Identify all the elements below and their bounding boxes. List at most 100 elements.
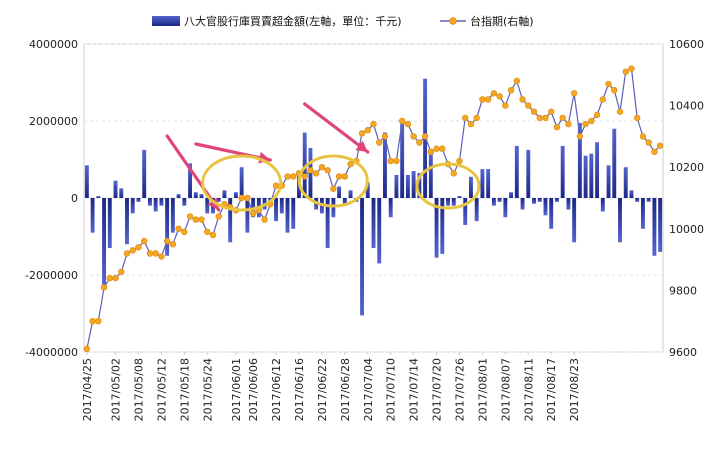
bar — [365, 182, 370, 198]
bar — [394, 174, 399, 198]
index-point — [83, 345, 91, 353]
index-point — [593, 111, 601, 119]
bar — [136, 198, 141, 202]
right-tick-label: 9800 — [669, 284, 697, 297]
bar — [411, 171, 416, 198]
bar — [274, 198, 278, 222]
index-point — [513, 77, 521, 85]
left-tick-label: 2000000 — [29, 115, 78, 128]
bar — [222, 190, 227, 198]
x-tick-label: 2017/07/10 — [385, 358, 398, 421]
left-tick-label: 0 — [71, 192, 78, 205]
bar — [233, 192, 238, 198]
bar — [84, 165, 89, 198]
index-point — [456, 157, 463, 165]
legend-line-label: 台指期(右軸) — [470, 14, 534, 28]
index-point — [215, 213, 222, 220]
index-point — [330, 185, 337, 192]
right-tick-label: 10600 — [669, 38, 704, 51]
legend-bar-label: 八大官股行庫買賣超金額(左軸，單位：千元) — [184, 14, 402, 28]
annotations — [165, 102, 481, 212]
bar — [371, 198, 376, 249]
index-point — [169, 241, 177, 248]
index-point — [175, 225, 182, 233]
index-point — [490, 90, 498, 97]
index-point — [106, 274, 113, 282]
index-point — [410, 133, 417, 140]
bar — [503, 198, 508, 218]
bar — [463, 198, 468, 225]
bar — [509, 192, 514, 198]
bar — [147, 198, 152, 206]
bar — [113, 180, 118, 198]
index-point — [450, 170, 457, 177]
x-tick-label: 2017/05/24 — [201, 358, 214, 421]
bar — [417, 172, 422, 198]
index-point — [439, 145, 446, 152]
bar — [383, 132, 387, 198]
bar — [302, 132, 307, 198]
bar — [446, 198, 450, 206]
index-point — [570, 90, 578, 97]
index-point — [209, 231, 217, 239]
bar — [199, 194, 204, 198]
bar — [497, 198, 502, 202]
highlight-ellipse — [201, 154, 283, 212]
index-point — [393, 157, 400, 165]
bar — [182, 198, 187, 206]
index-point — [89, 318, 96, 325]
index-point — [324, 167, 331, 174]
index-point — [347, 160, 354, 168]
bar — [549, 198, 554, 229]
index-point — [261, 216, 268, 223]
bar — [658, 198, 663, 252]
left-axis: 4000000 2000000 0 -2000000 -4000000 — [25, 38, 78, 359]
bar — [228, 198, 233, 243]
bar — [537, 198, 542, 202]
bar — [600, 198, 605, 212]
bar — [629, 190, 634, 198]
index-point — [542, 114, 549, 122]
bar — [348, 190, 353, 198]
index-point — [651, 148, 658, 156]
index-point — [484, 96, 492, 103]
bar — [388, 198, 393, 218]
index-point — [559, 114, 566, 122]
bar — [618, 198, 622, 243]
bar — [279, 198, 284, 214]
x-tick-label: 2017/07/26 — [453, 358, 466, 421]
index-point — [421, 133, 429, 140]
left-tick-label: -4000000 — [25, 346, 78, 359]
index-point — [358, 130, 366, 137]
bar — [566, 198, 571, 210]
legend: 八大官股行庫買賣超金額(左軸，單位：千元) 台指期(右軸) — [152, 14, 534, 28]
index-point — [605, 80, 612, 88]
x-tick-label: 2017/07/14 — [408, 358, 421, 421]
index-point — [404, 120, 412, 128]
bar — [606, 165, 611, 198]
right-tick-label: 10000 — [669, 223, 704, 236]
index-point — [611, 86, 618, 94]
index-point — [416, 139, 423, 146]
bar — [486, 169, 491, 198]
x-tick-label: 2017/04/25 — [81, 358, 94, 421]
bar — [526, 149, 531, 198]
index-point — [307, 167, 314, 174]
index-point — [525, 102, 532, 109]
index-point — [204, 228, 211, 236]
x-tick-label: 2017/05/18 — [178, 358, 191, 421]
bar — [170, 198, 175, 233]
index-point — [364, 127, 371, 134]
bar — [543, 198, 548, 216]
bar — [188, 163, 193, 198]
index-point — [341, 173, 349, 180]
bar — [589, 153, 594, 198]
bar — [107, 198, 112, 249]
x-tick-label: 2017/08/01 — [476, 358, 489, 421]
x-tick-label: 2017/06/16 — [293, 358, 306, 421]
x-tick-label: 2017/06/22 — [316, 358, 329, 421]
index-point — [381, 133, 389, 140]
right-axis: 10600 10400 10200 10000 9800 9600 — [669, 38, 704, 359]
plot-area — [83, 43, 664, 353]
index-point — [433, 145, 440, 152]
